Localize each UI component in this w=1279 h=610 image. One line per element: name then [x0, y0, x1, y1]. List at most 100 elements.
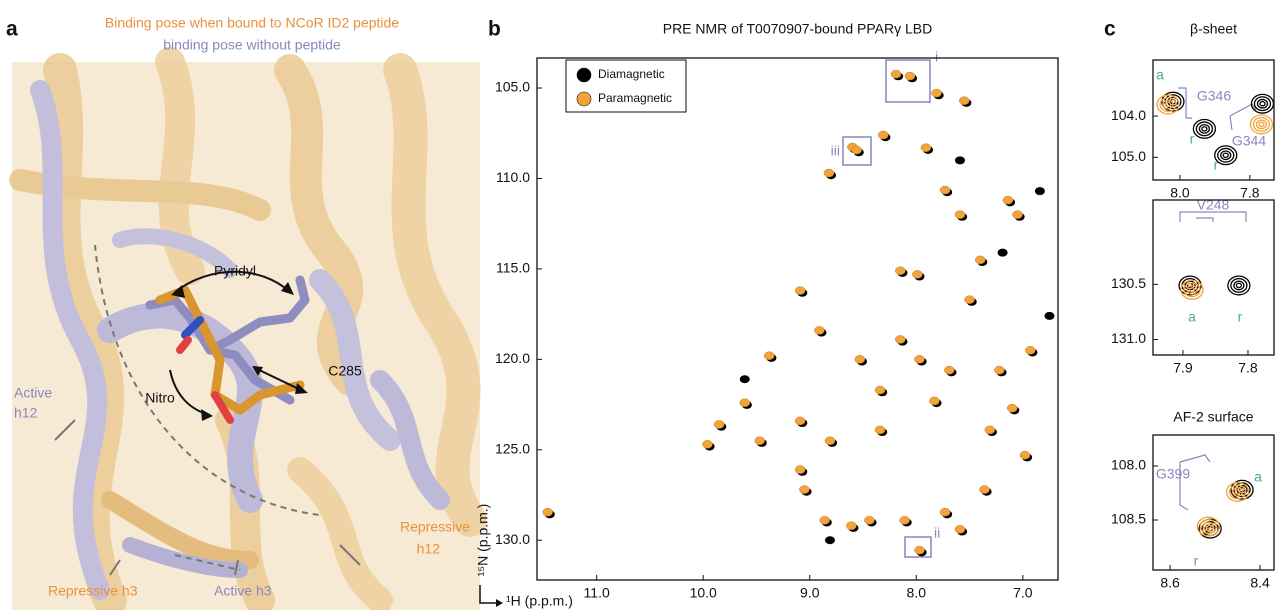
structure-label: Active	[14, 385, 52, 401]
panel-title: Binding pose when bound to NCoR ID2 pept…	[105, 15, 399, 31]
peak-label: G344	[1232, 133, 1266, 149]
contour-ring	[1183, 282, 1201, 298]
x-tick-label: 9.0	[800, 585, 820, 601]
y-tick-label: 125.0	[495, 440, 530, 456]
chart-title: PRE NMR of T0070907-bound PPARγ LBD	[663, 21, 933, 37]
peak	[1019, 450, 1031, 460]
contour-ring	[1259, 100, 1266, 107]
legend-marker	[576, 91, 592, 107]
y-tick-label: 131.0	[1111, 330, 1146, 346]
peak	[874, 385, 886, 395]
contour-ring	[1222, 152, 1229, 159]
structure-label: Repressive	[400, 519, 470, 535]
structure-label: Nitro	[145, 390, 175, 406]
peak	[1012, 210, 1023, 219]
peak	[874, 425, 886, 435]
x-axis-label: ¹H (p.p.m.)	[506, 593, 573, 609]
x-tick-label: 7.9	[1173, 360, 1193, 376]
contour-plot: AF-2 surface 8.6 8.4 108.0 108.5	[1111, 409, 1275, 591]
peak	[824, 536, 835, 545]
peak-label: r	[1238, 309, 1243, 325]
annotation-label: i	[935, 49, 938, 65]
y-axis-label: ¹⁵N (p.p.m.)	[475, 504, 491, 577]
peak	[739, 398, 751, 407]
y-tick-label: 105.0	[1111, 148, 1146, 164]
peak-label: r	[1194, 553, 1199, 569]
contour-ring	[1180, 279, 1204, 300]
x-tick-label: 8.0	[1170, 185, 1190, 201]
peak	[939, 185, 951, 195]
contour-peak	[1227, 275, 1251, 296]
y-tick-label: 105.0	[495, 79, 530, 95]
contour-peak	[1225, 481, 1250, 502]
peak	[912, 270, 923, 279]
scatter-plot: b PRE NMR of T0070907-bound PPARγ LBD 11.0…	[475, 18, 1059, 609]
legend-label: Diamagnetic	[598, 67, 665, 81]
x-tick-label: 7.8	[1240, 185, 1260, 201]
contour-ring	[1198, 123, 1211, 134]
contour-peak	[1156, 94, 1180, 115]
peak-label: G399	[1156, 466, 1190, 482]
structure-label: h12	[14, 405, 38, 421]
peak	[944, 365, 955, 375]
contour-ring	[1199, 519, 1217, 534]
peak-label: a	[1254, 469, 1262, 485]
y-tick-label: 110.0	[496, 169, 530, 185]
peak	[713, 420, 725, 429]
contour-ring	[1217, 147, 1235, 163]
plot-frame	[1152, 59, 1275, 181]
peak	[974, 255, 986, 265]
peak	[702, 440, 713, 449]
peak	[854, 355, 866, 364]
contour-ring	[1162, 99, 1174, 110]
legend-label: Paramagnetic	[598, 91, 672, 105]
contour-ring	[1192, 118, 1217, 139]
plot-frame	[1152, 199, 1275, 356]
y-tick-label: 130.0	[495, 531, 530, 547]
y-tick-label: 104.0	[1111, 107, 1146, 123]
peak	[994, 365, 1005, 375]
contour-ring	[1234, 489, 1241, 495]
peak	[819, 516, 830, 525]
peak	[954, 525, 966, 534]
contour-ring	[1252, 116, 1271, 132]
contour-ring	[1256, 98, 1269, 109]
panel-letter: b	[488, 18, 501, 41]
chart-title: AF-2 surface	[1173, 409, 1253, 425]
contour-ring	[1231, 487, 1244, 497]
contour-ring	[1186, 284, 1198, 295]
y-tick-label: 108.0	[1111, 457, 1146, 473]
contour-ring	[1195, 121, 1214, 137]
peak	[794, 465, 806, 474]
peak	[904, 71, 916, 81]
structure-label: Pyridyl	[214, 263, 256, 279]
peak-label: r	[1190, 131, 1195, 147]
panel-letter: c	[1104, 18, 1116, 41]
contour-ring	[1249, 114, 1274, 135]
plot-frame	[1152, 434, 1275, 571]
peak	[1044, 311, 1055, 320]
peak	[984, 425, 996, 435]
peak	[958, 96, 970, 105]
legend-marker	[576, 67, 592, 83]
annotation-label: iii	[831, 143, 840, 159]
structure-label: Active h3	[214, 583, 272, 599]
contour-peak	[1250, 93, 1275, 114]
contour-ring	[1214, 145, 1238, 166]
x-tick-label: 10.0	[690, 585, 717, 601]
peak	[914, 355, 925, 364]
peak	[920, 143, 932, 152]
peak	[823, 168, 835, 178]
peak	[964, 295, 975, 304]
contour-plot: 7.9 7.8 130.5 131.0	[1111, 199, 1275, 376]
peak	[846, 521, 857, 530]
contour-ring	[1202, 521, 1214, 532]
contour-ring	[1156, 94, 1180, 115]
peak	[899, 516, 910, 525]
peak	[799, 485, 810, 494]
peak	[794, 286, 806, 295]
peak	[890, 69, 902, 79]
peak	[939, 507, 951, 517]
contour-ring	[1253, 96, 1272, 112]
